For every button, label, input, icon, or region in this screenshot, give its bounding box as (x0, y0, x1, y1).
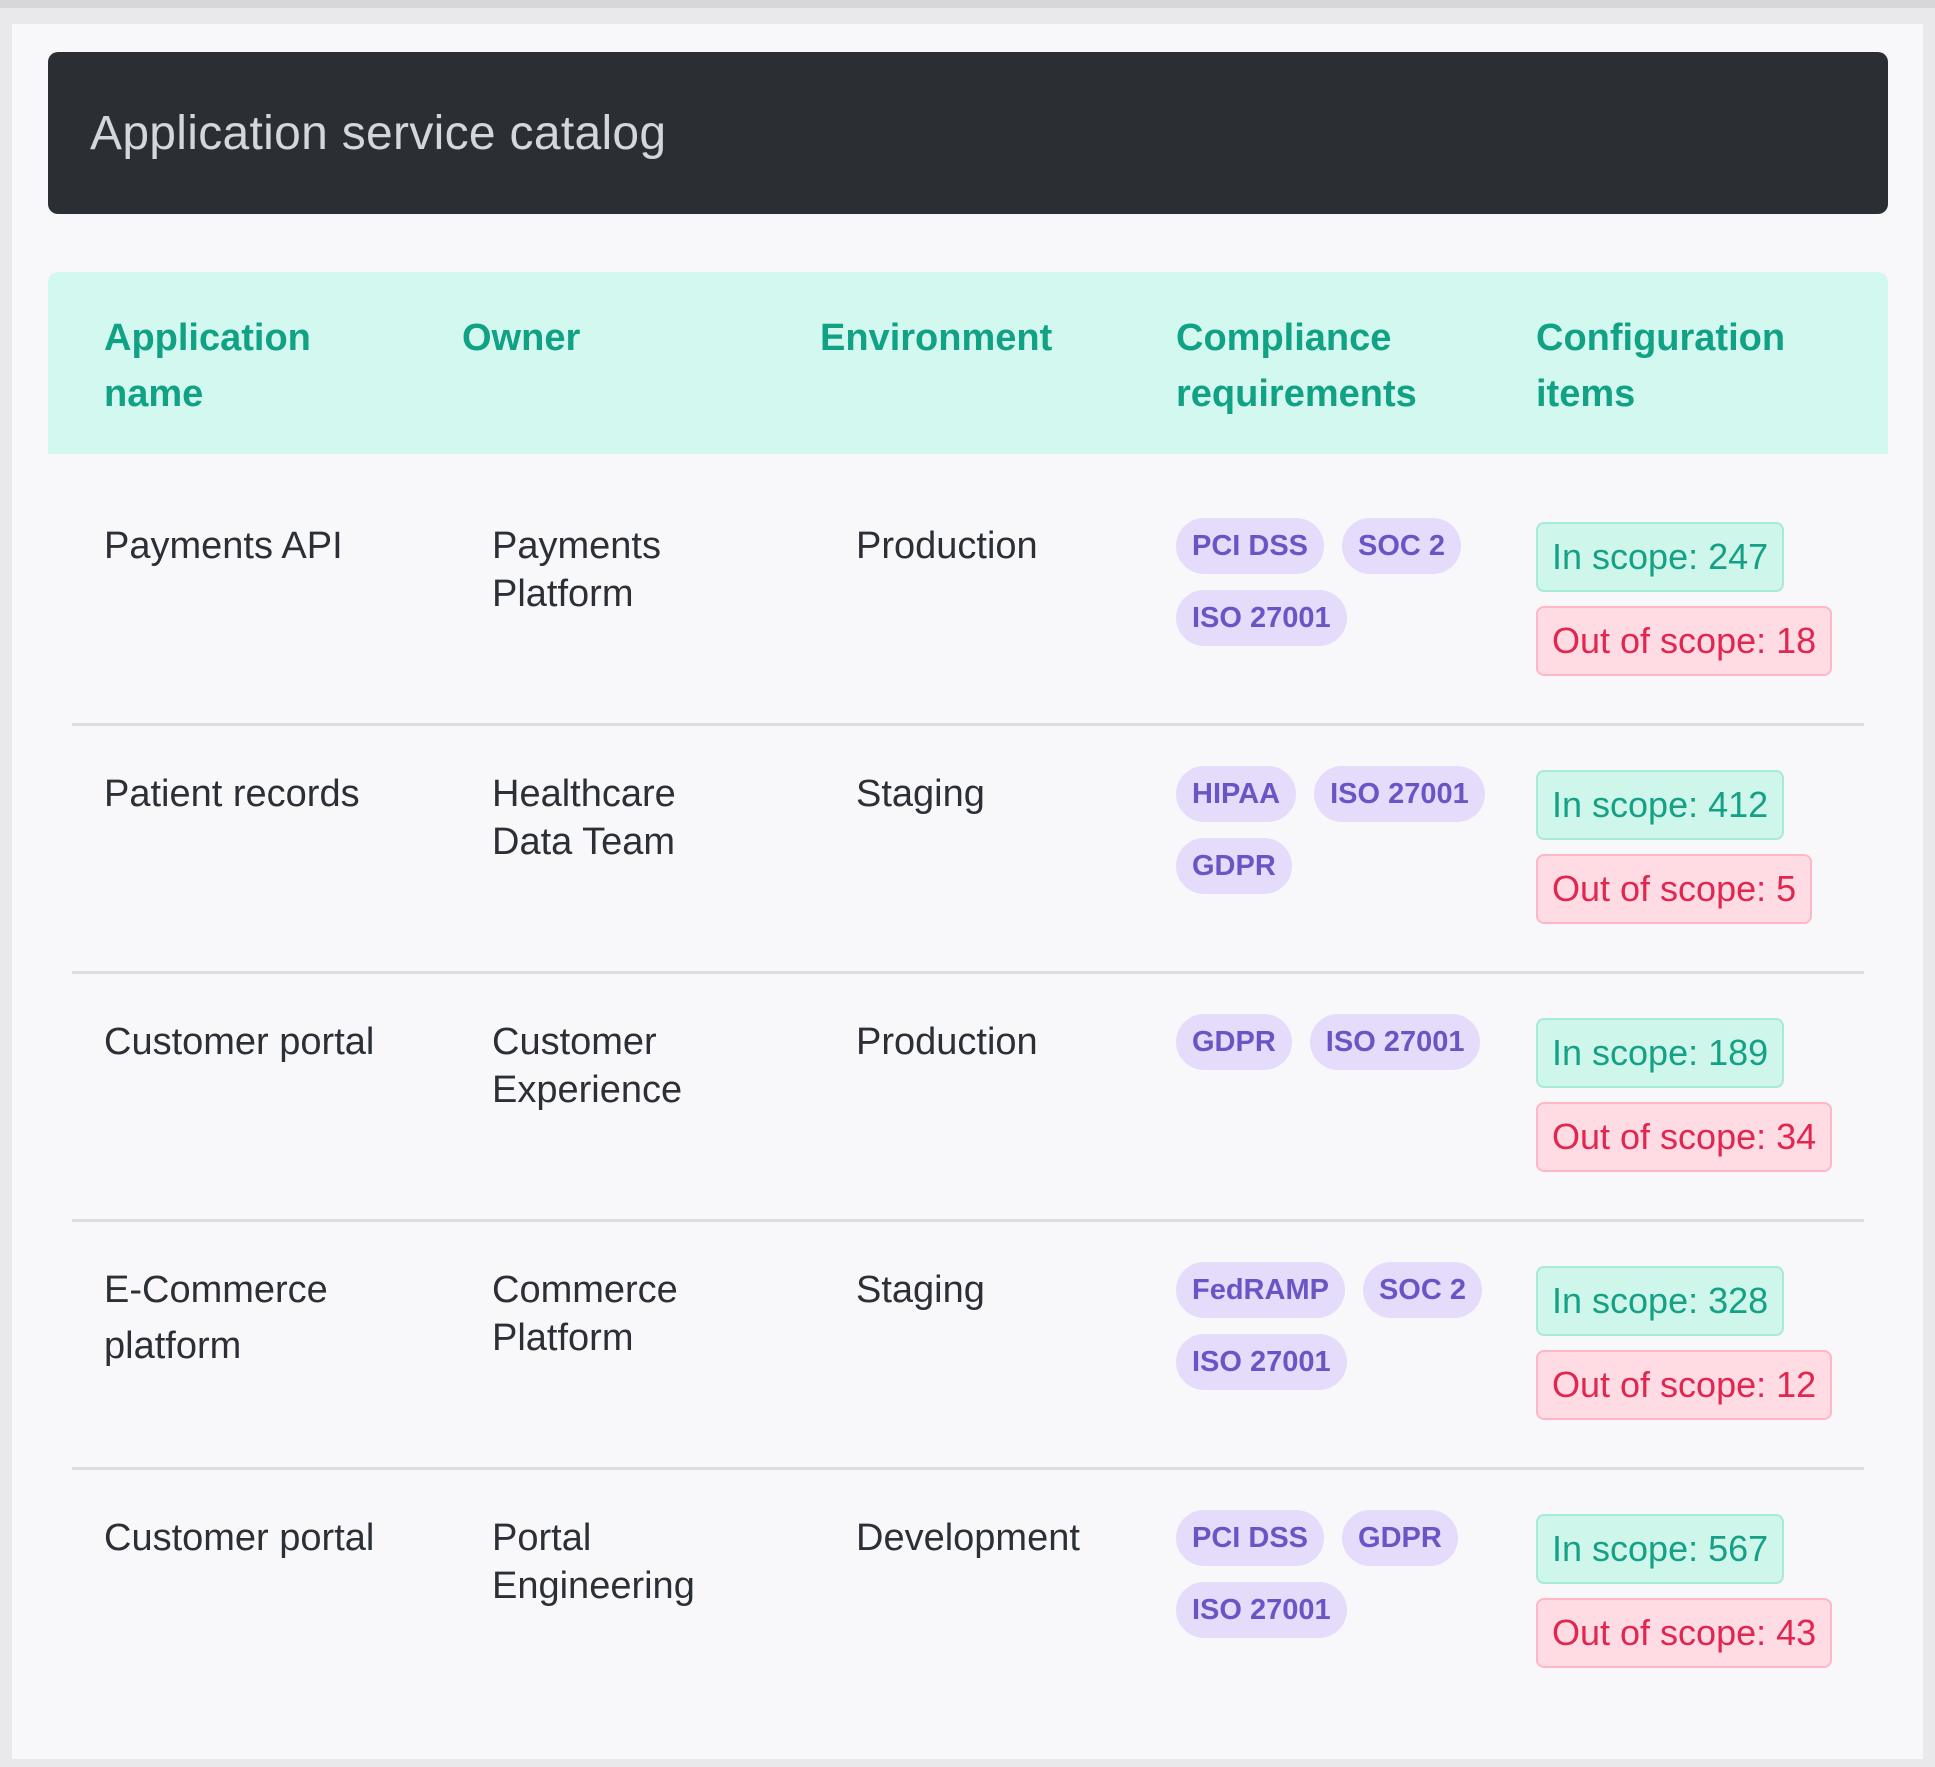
compliance-tag[interactable]: PCI DSS (1176, 1510, 1325, 1566)
environment-cell: Development (856, 1514, 1176, 1562)
application-name: Payments API (104, 525, 343, 567)
in-scope-badge[interactable]: In scope: 412 (1536, 770, 1785, 840)
configuration-items-cell: In scope: 567 Out of scope: 43 (1536, 1514, 1876, 1668)
top-edge-strip (0, 0, 1935, 8)
table-header: Application name Owner Environment Compl… (48, 272, 1888, 454)
in-scope-badge[interactable]: In scope: 247 (1536, 522, 1785, 592)
compliance-tag[interactable]: HIPAA (1176, 766, 1297, 822)
table-row[interactable]: E-Commerce platform Commerce Platform St… (48, 1222, 1888, 1470)
compliance-tag[interactable]: ISO 27001 (1176, 590, 1347, 646)
application-name: E-Commerce (104, 1269, 328, 1311)
application-name: Patient records (104, 773, 360, 815)
owner-name: Payments (492, 525, 661, 567)
row-divider (72, 1467, 1864, 1470)
column-header-application-name[interactable]: Application name (104, 317, 311, 415)
owner-name-line2: Experience (492, 1069, 683, 1111)
in-scope-badge[interactable]: In scope: 328 (1536, 1266, 1785, 1336)
owner-cell: Customer Experience (492, 1018, 792, 1114)
owner-name: Healthcare (492, 773, 676, 815)
environment-cell: Staging (856, 1266, 1176, 1314)
environment-cell: Staging (856, 770, 1176, 818)
environment-cell: Production (856, 1018, 1176, 1066)
compliance-tag[interactable]: PCI DSS (1176, 518, 1325, 574)
owner-name-line2: Engineering (492, 1565, 695, 1607)
environment-value: Production (856, 1021, 1038, 1063)
table-row[interactable]: Customer portal Portal Engineering Devel… (48, 1470, 1888, 1718)
compliance-cell: GDPR ISO 27001 (1176, 1014, 1516, 1070)
application-name-cell: Patient records (104, 766, 434, 822)
table-row[interactable]: Payments API Payments Platform Productio… (48, 478, 1888, 726)
application-name-cell: Payments API (104, 518, 434, 574)
compliance-tag[interactable]: FedRAMP (1176, 1262, 1345, 1318)
compliance-tag[interactable]: ISO 27001 (1176, 1334, 1347, 1390)
compliance-cell: FedRAMP SOC 2 ISO 27001 (1176, 1262, 1516, 1390)
environment-value: Development (856, 1517, 1080, 1559)
table-row[interactable]: Customer portal Customer Experience Prod… (48, 974, 1888, 1222)
environment-value: Staging (856, 1269, 985, 1311)
page-title: Application service catalog (90, 106, 667, 160)
out-of-scope-badge[interactable]: Out of scope: 18 (1536, 606, 1833, 676)
table-row[interactable]: Patient records Healthcare Data Team Sta… (48, 726, 1888, 974)
compliance-tag[interactable]: GDPR (1176, 1014, 1292, 1070)
compliance-tag[interactable]: ISO 27001 (1176, 1582, 1347, 1638)
row-divider (72, 1219, 1864, 1222)
out-of-scope-badge[interactable]: Out of scope: 34 (1536, 1102, 1833, 1172)
application-name-cell: Customer portal (104, 1014, 434, 1070)
environment-value: Staging (856, 773, 985, 815)
owner-cell: Portal Engineering (492, 1514, 792, 1610)
configuration-items-cell: In scope: 412 Out of scope: 5 (1536, 770, 1876, 924)
environment-value: Production (856, 525, 1038, 567)
application-name: Customer portal (104, 1021, 375, 1063)
compliance-cell: HIPAA ISO 27001 GDPR (1176, 766, 1516, 894)
owner-name: Customer (492, 1021, 657, 1063)
compliance-tag[interactable]: SOC 2 (1362, 1262, 1482, 1318)
out-of-scope-badge[interactable]: Out of scope: 12 (1536, 1350, 1833, 1420)
compliance-cell: PCI DSS GDPR ISO 27001 (1176, 1510, 1516, 1638)
environment-cell: Production (856, 522, 1176, 570)
title-bar: Application service catalog (48, 52, 1888, 214)
column-header-environment[interactable]: Environment (820, 317, 1053, 359)
owner-name-line2: Platform (492, 1317, 634, 1359)
application-name-cell: E-Commerce platform (104, 1262, 434, 1374)
configuration-items-cell: In scope: 189 Out of scope: 34 (1536, 1018, 1876, 1172)
out-of-scope-badge[interactable]: Out of scope: 43 (1536, 1598, 1833, 1668)
configuration-items-cell: In scope: 328 Out of scope: 12 (1536, 1266, 1876, 1420)
application-name: Customer portal (104, 1517, 375, 1559)
compliance-tag[interactable]: ISO 27001 (1309, 1014, 1481, 1070)
in-scope-badge[interactable]: In scope: 567 (1536, 1514, 1785, 1584)
application-name-cell: Customer portal (104, 1510, 434, 1566)
configuration-items-cell: In scope: 247 Out of scope: 18 (1536, 522, 1876, 676)
in-scope-badge[interactable]: In scope: 189 (1536, 1018, 1785, 1088)
column-header-owner[interactable]: Owner (462, 317, 581, 359)
owner-name-line2: Data Team (492, 821, 676, 863)
out-of-scope-badge[interactable]: Out of scope: 5 (1536, 854, 1813, 924)
compliance-cell: PCI DSS SOC 2 ISO 27001 (1176, 518, 1516, 646)
owner-cell: Healthcare Data Team (492, 770, 792, 866)
compliance-tag[interactable]: GDPR (1176, 838, 1292, 894)
owner-name-line2: Platform (492, 573, 634, 615)
column-header-configuration-items[interactable]: Configuration items (1536, 317, 1786, 415)
compliance-tag[interactable]: ISO 27001 (1314, 766, 1485, 822)
compliance-tag[interactable]: GDPR (1342, 1510, 1458, 1566)
application-name-line2: platform (104, 1325, 242, 1367)
owner-name: Commerce (492, 1269, 678, 1311)
column-header-compliance-requirements[interactable]: Compliance requirements (1176, 317, 1417, 415)
row-divider (72, 971, 1864, 974)
owner-cell: Payments Platform (492, 522, 792, 618)
owner-cell: Commerce Platform (492, 1266, 792, 1362)
owner-name: Portal (492, 1517, 592, 1559)
row-divider (72, 723, 1864, 726)
compliance-tag[interactable]: SOC 2 (1342, 518, 1462, 574)
